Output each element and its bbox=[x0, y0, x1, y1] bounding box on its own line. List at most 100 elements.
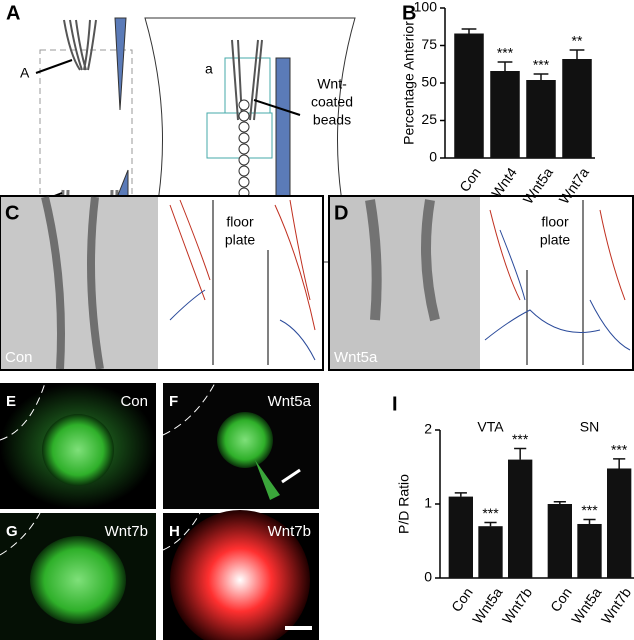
y-tick-label: 1 bbox=[424, 495, 432, 511]
significance: *** bbox=[533, 57, 550, 73]
significance: *** bbox=[581, 502, 598, 518]
panel-letter: I bbox=[392, 393, 398, 415]
panel-letter: D bbox=[334, 202, 348, 224]
tracing bbox=[484, 229, 631, 351]
y-tick-label: 2 bbox=[424, 421, 432, 437]
y-tick-label: 0 bbox=[429, 149, 437, 165]
explant bbox=[217, 412, 273, 468]
panel-letter: B bbox=[402, 2, 416, 24]
bar bbox=[454, 33, 484, 158]
y-axis-label: P/D Ratio bbox=[396, 474, 412, 534]
x-tick-label: Con bbox=[547, 585, 575, 615]
axon-tracts bbox=[365, 199, 440, 322]
x-tick-label: Wnt5a bbox=[469, 584, 505, 626]
bar bbox=[448, 496, 473, 578]
panel-letter: C bbox=[5, 202, 19, 224]
y-tick-label: 50 bbox=[421, 74, 437, 90]
inset-label: a bbox=[205, 61, 213, 77]
panel-e: E Con bbox=[0, 382, 156, 509]
significance: ** bbox=[572, 33, 583, 49]
bar bbox=[508, 459, 533, 578]
bar bbox=[547, 504, 572, 578]
axon-tracts bbox=[41, 196, 104, 370]
group-label: SN bbox=[580, 419, 599, 435]
panel-f: F Wnt5a bbox=[162, 382, 319, 509]
error-bar bbox=[497, 61, 513, 71]
bar bbox=[562, 59, 592, 158]
boundary bbox=[162, 382, 216, 436]
error-bar bbox=[553, 501, 566, 504]
dashed-box bbox=[39, 49, 133, 251]
panel-letter: E bbox=[6, 393, 16, 410]
x-tick-label: Wnt7b bbox=[598, 584, 634, 626]
panel-letter: G bbox=[6, 523, 18, 540]
significance: *** bbox=[512, 431, 529, 447]
arrow bbox=[253, 99, 301, 116]
boundary bbox=[162, 512, 201, 551]
error-bar bbox=[583, 518, 596, 524]
beads bbox=[238, 99, 250, 232]
axons bbox=[63, 19, 97, 71]
y-tick-label: 100 bbox=[414, 0, 438, 15]
tracing bbox=[169, 289, 316, 361]
panel-letter: H bbox=[169, 523, 180, 540]
error-bar bbox=[484, 521, 497, 527]
floor-plate-label: plate bbox=[225, 232, 256, 248]
arrow bbox=[281, 468, 301, 484]
y-tick-label: 0 bbox=[424, 569, 432, 585]
y-axis-label: Percentage Anterior bbox=[401, 21, 417, 145]
beads-label: beads bbox=[313, 112, 351, 128]
beads-label: coated bbox=[311, 94, 353, 110]
significance: *** bbox=[482, 505, 499, 521]
condition-label: Wnt5a bbox=[268, 393, 312, 410]
beads-label: Wnt- bbox=[317, 76, 347, 92]
tracing bbox=[169, 199, 316, 331]
floor-plate-label: plate bbox=[540, 232, 571, 248]
panel-d: D Wnt5a floor plate bbox=[328, 195, 634, 371]
bar bbox=[490, 71, 520, 158]
condition-label: Con bbox=[5, 349, 33, 366]
panel-h: H Wnt7b bbox=[162, 510, 319, 640]
gradient bbox=[114, 17, 127, 111]
error-bar bbox=[613, 458, 626, 469]
significance: *** bbox=[611, 442, 628, 458]
condition-label: Wnt5a bbox=[334, 349, 378, 366]
panel-letter: A bbox=[6, 2, 20, 24]
micrograph bbox=[330, 197, 480, 369]
boundary bbox=[0, 512, 41, 556]
y-tick-label: 25 bbox=[421, 111, 437, 127]
x-tick-label: Con bbox=[448, 585, 476, 615]
error-bar bbox=[514, 447, 527, 460]
outgrowth bbox=[255, 460, 280, 500]
panel-letter: F bbox=[169, 393, 178, 410]
error-bar bbox=[454, 492, 467, 497]
explant bbox=[170, 510, 310, 640]
boundary bbox=[0, 382, 46, 441]
explant bbox=[42, 414, 114, 486]
bar bbox=[526, 80, 556, 158]
floor-plate-label: floor bbox=[226, 214, 254, 230]
bar bbox=[577, 523, 602, 578]
condition-label: Con bbox=[120, 393, 148, 410]
condition-label: Wnt7b bbox=[105, 523, 148, 540]
significance: *** bbox=[497, 45, 514, 61]
tracing bbox=[489, 209, 626, 301]
error-bar bbox=[461, 28, 477, 34]
panel-c: C Con floor plate bbox=[0, 195, 324, 371]
x-tick-label: Wnt5a bbox=[568, 584, 604, 626]
group-label: VTA bbox=[477, 419, 504, 435]
error-bar bbox=[533, 73, 549, 80]
error-bar bbox=[569, 49, 585, 59]
panel-g: G Wnt7b bbox=[0, 512, 156, 640]
bar bbox=[607, 468, 632, 578]
explant bbox=[30, 536, 126, 624]
bar bbox=[478, 526, 503, 578]
arrow-label: A bbox=[20, 65, 30, 81]
x-tick-label: Con bbox=[456, 165, 484, 195]
micrograph bbox=[1, 197, 158, 369]
y-tick-label: 75 bbox=[421, 36, 437, 52]
x-tick-label: Wnt7b bbox=[499, 584, 535, 626]
condition-label: Wnt7b bbox=[268, 523, 311, 540]
axons bbox=[231, 39, 263, 121]
